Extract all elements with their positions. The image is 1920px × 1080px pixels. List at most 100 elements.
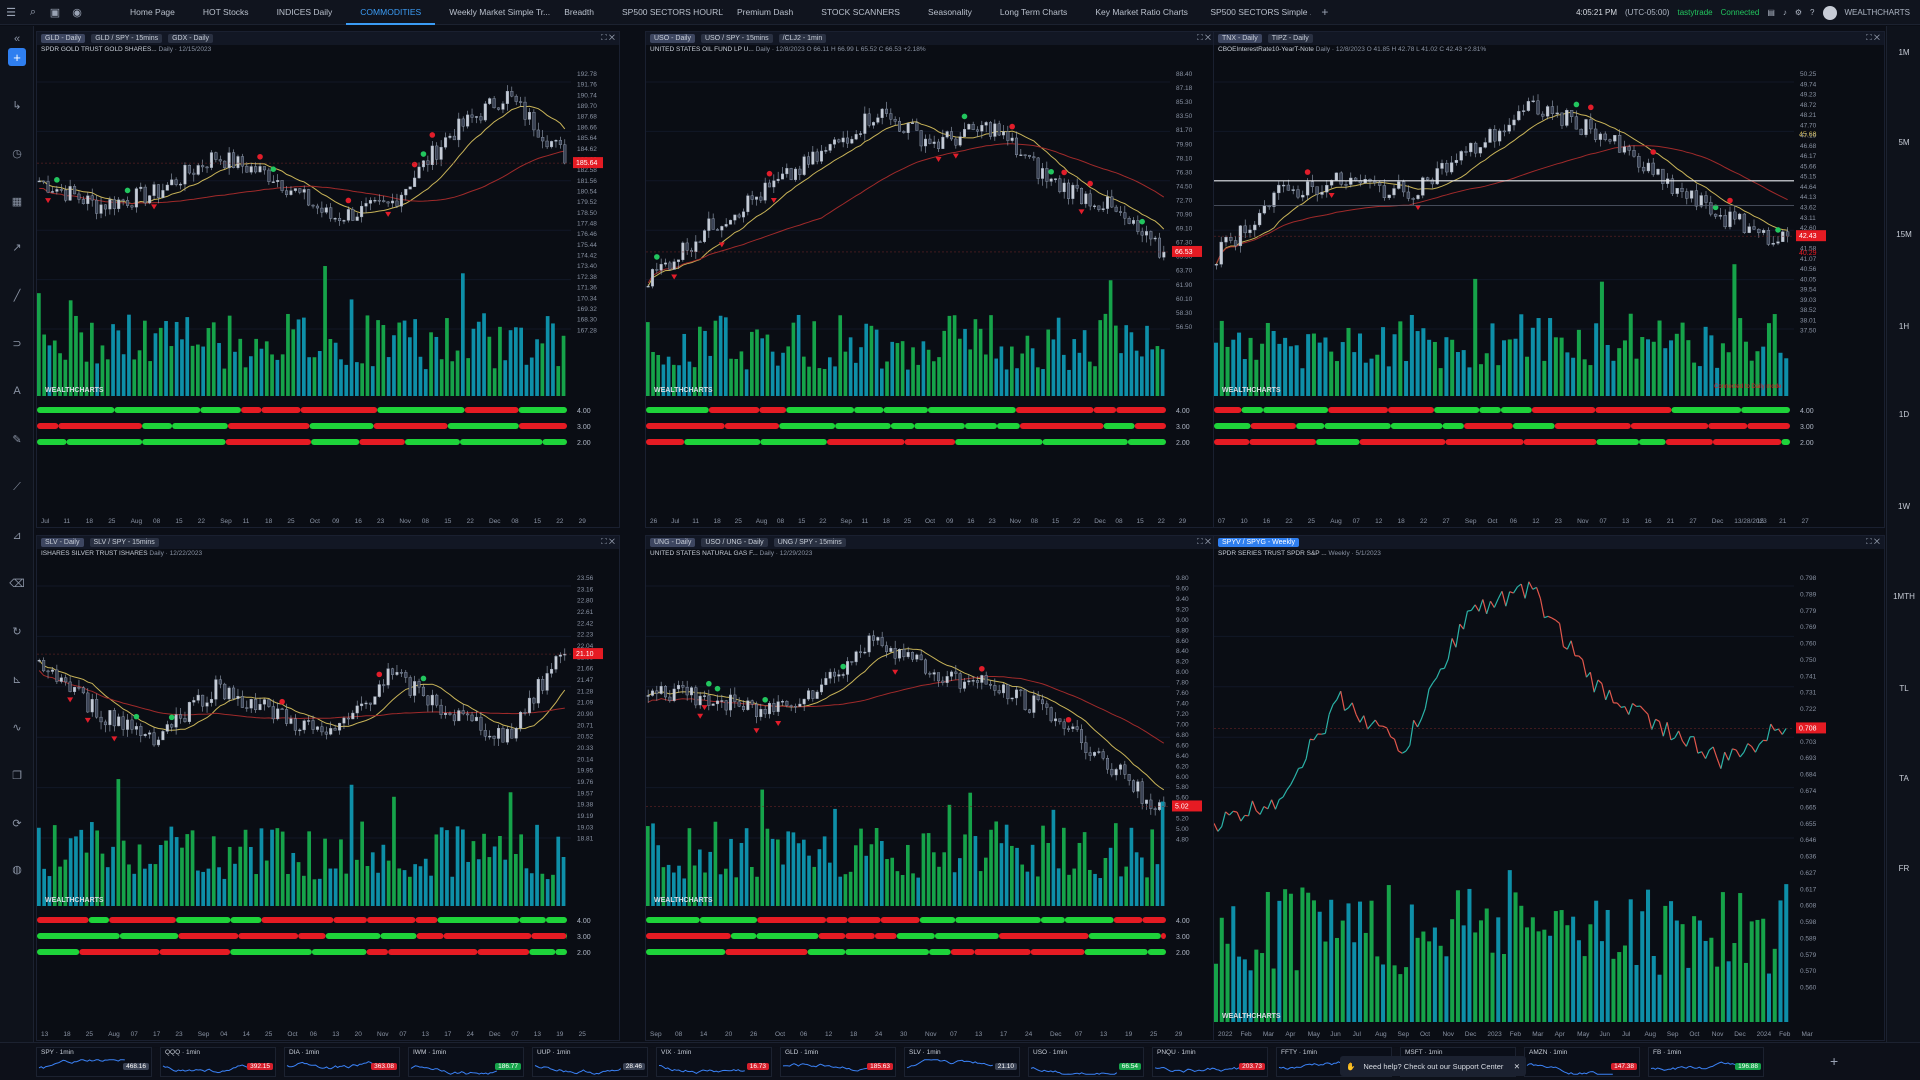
watchlist-item[interactable]: UUP · 1min 28.46 bbox=[532, 1047, 648, 1077]
folder-icon[interactable]: ▣ bbox=[49, 6, 61, 19]
menu-icon[interactable]: ☰ bbox=[6, 6, 16, 19]
watchlist-item[interactable]: IWM · 1min 186.77 bbox=[408, 1047, 524, 1077]
timeframe-5m[interactable]: 5M bbox=[1898, 138, 1910, 147]
add-chart-button[interactable]: + bbox=[8, 48, 26, 66]
timeframe-15m[interactable]: 15M bbox=[1896, 230, 1912, 239]
symbol-tab[interactable]: TNX - Daily bbox=[1218, 34, 1262, 43]
maximize-icon[interactable]: ⛶ bbox=[601, 537, 609, 546]
maximize-icon[interactable]: ⛶ bbox=[601, 33, 609, 42]
close-icon[interactable]: ✕ bbox=[1873, 33, 1880, 42]
timeframe-ta[interactable]: TA bbox=[1899, 774, 1909, 783]
timezone[interactable]: (UTC-05:00) bbox=[1625, 8, 1670, 17]
watchlist-item[interactable]: SLV · 1min 21.10 bbox=[904, 1047, 1020, 1077]
symbol-tab[interactable]: USO / SPY - 15mins bbox=[700, 34, 773, 43]
watchlist-item[interactable]: QQQ · 1min 392.15 bbox=[160, 1047, 276, 1077]
close-icon[interactable]: ✕ bbox=[608, 33, 615, 42]
timeframe-1w[interactable]: 1W bbox=[1898, 502, 1910, 511]
watchlist-icon[interactable]: ◉ bbox=[72, 6, 82, 19]
maximize-icon[interactable]: ⛶ bbox=[1866, 33, 1874, 42]
timeframe-1h[interactable]: 1H bbox=[1898, 322, 1910, 331]
maximize-icon[interactable]: ⛶ bbox=[1197, 537, 1205, 546]
symbol-tab[interactable]: /CLJ2 - 1min bbox=[778, 34, 827, 43]
text-tool-icon[interactable]: A bbox=[13, 385, 21, 397]
bell-icon[interactable]: ♪ bbox=[1782, 8, 1787, 17]
add-watchlist-button[interactable]: + bbox=[1830, 1053, 1839, 1069]
volume-bar bbox=[1046, 329, 1051, 396]
calendar-icon[interactable]: ▦ bbox=[11, 195, 23, 208]
close-icon[interactable]: ✕ bbox=[608, 537, 615, 546]
timeframe-1m[interactable]: 1M bbox=[1898, 48, 1910, 57]
close-icon[interactable]: ✕ bbox=[1204, 537, 1211, 546]
pencil-icon[interactable]: ✎ bbox=[12, 433, 22, 446]
close-icon[interactable]: ✕ bbox=[1204, 33, 1211, 42]
support-banner[interactable]: ✋ Need help? Check out our Support Cente… bbox=[1340, 1056, 1526, 1076]
broker-name[interactable]: tastytrade bbox=[1677, 8, 1713, 17]
symbol-tab[interactable]: SLV - Daily bbox=[41, 538, 84, 547]
tab-commodities[interactable]: COMMODITIES bbox=[346, 0, 436, 25]
watchlist-item[interactable]: VIX · 1min 16.73 bbox=[656, 1047, 772, 1077]
search-icon[interactable]: ⌕ bbox=[29, 5, 37, 18]
tab-premium-dash[interactable]: Premium Dash bbox=[737, 6, 794, 17]
globe-icon[interactable]: ◍ bbox=[12, 863, 22, 876]
save-icon[interactable]: ▤ bbox=[1767, 8, 1775, 17]
crosshair-icon[interactable]: ↳ bbox=[12, 99, 22, 112]
timeframe-1d[interactable]: 1D bbox=[1898, 410, 1910, 419]
tab-home-page[interactable]: Home Page bbox=[130, 6, 175, 17]
tab-sp500-sectors-hourly[interactable]: SP500 SECTORS HOURLY bbox=[622, 6, 723, 17]
symbol-tab[interactable]: TIPZ - Daily bbox=[1267, 34, 1313, 43]
sync-icon[interactable]: ⟳ bbox=[12, 817, 22, 830]
eraser-icon[interactable]: ⌫ bbox=[9, 577, 25, 590]
trend-icon[interactable]: ↗ bbox=[12, 241, 22, 254]
tab-seasonality[interactable]: Seasonality bbox=[927, 6, 972, 17]
ruler-icon[interactable]: ⟋ bbox=[13, 480, 21, 493]
watchlist-item[interactable]: USO · 1min 66.54 bbox=[1028, 1047, 1144, 1077]
symbol-tab[interactable]: GDX - Daily bbox=[168, 34, 214, 43]
symbol-tab[interactable]: SPYV / SPYG - Weekly bbox=[1218, 538, 1300, 547]
gear-icon[interactable]: ⚙ bbox=[1794, 8, 1803, 17]
timeframe-1mth[interactable]: 1MTH bbox=[1893, 592, 1915, 601]
maximize-icon[interactable]: ⛶ bbox=[1197, 33, 1205, 42]
tab-weekly-market-simple-tr[interactable]: Weekly Market Simple Tr... bbox=[449, 6, 551, 17]
clock-icon[interactable]: ◷ bbox=[12, 147, 22, 160]
watchlist-item[interactable]: SPY · 1min 468.16 bbox=[36, 1047, 152, 1077]
timeframe-tl[interactable]: TL bbox=[1899, 684, 1909, 693]
close-icon[interactable]: ✕ bbox=[1513, 1061, 1520, 1071]
maximize-icon[interactable]: ⛶ bbox=[1866, 537, 1874, 546]
tab-stock-scanners[interactable]: STOCK SCANNERS bbox=[821, 6, 900, 17]
close-icon[interactable]: ✕ bbox=[1873, 537, 1880, 546]
volume-bar bbox=[1496, 365, 1501, 396]
wave-icon[interactable]: ∿ bbox=[12, 721, 22, 734]
symbol-tab[interactable]: UNG - Daily bbox=[650, 538, 696, 547]
watchlist-item[interactable]: DIA · 1min 363.08 bbox=[284, 1047, 400, 1077]
tab-long-term-charts[interactable]: Long Term Charts bbox=[999, 6, 1068, 17]
watchlist-item[interactable]: AMZN · 1min 147.38 bbox=[1524, 1047, 1640, 1077]
symbol-tab[interactable]: USO - Daily bbox=[650, 34, 695, 43]
watchlist-item[interactable]: GLD · 1min 185.63 bbox=[780, 1047, 896, 1077]
layers-icon[interactable]: ❐ bbox=[12, 769, 22, 782]
tab-sp500-sectors-simple[interactable]: SP500 SECTORS Simple ... bbox=[1210, 6, 1312, 17]
tab-hot-stocks[interactable]: HOT Stocks bbox=[202, 6, 249, 17]
volume-bar bbox=[132, 359, 137, 396]
tab-breadth[interactable]: Breadth bbox=[564, 6, 594, 17]
refresh-icon[interactable]: ↻ bbox=[12, 625, 22, 638]
line-tool-icon[interactable]: ╱ bbox=[13, 289, 21, 302]
symbol-tab[interactable]: USO / UNG - Daily bbox=[701, 538, 768, 547]
tab-key-market-ratio-charts[interactable]: Key Market Ratio Charts bbox=[1095, 6, 1188, 17]
support-text[interactable]: Need help? Check out our Support Center bbox=[1363, 1061, 1504, 1071]
add-tab-button[interactable]: + bbox=[1321, 5, 1329, 19]
tab-indices-daily[interactable]: INDICES Daily bbox=[276, 6, 333, 17]
symbol-tab[interactable]: GLD - Daily bbox=[41, 34, 86, 43]
symbol-tab[interactable]: GLD / SPY - 15mins bbox=[91, 34, 163, 43]
avatar[interactable] bbox=[1822, 5, 1837, 20]
symbol-tab[interactable]: UNG / SPY - 15mins bbox=[773, 538, 846, 547]
measure-icon[interactable]: ⊿ bbox=[12, 529, 22, 542]
trend-strength-bar bbox=[914, 423, 965, 429]
symbol-tab[interactable]: SLV / SPY - 15mins bbox=[89, 538, 159, 547]
watchlist-item[interactable]: FB · 1min 196.88 bbox=[1648, 1047, 1764, 1077]
link-icon[interactable]: ⊃ bbox=[12, 337, 22, 350]
chart-icon[interactable]: ⊾ bbox=[12, 673, 22, 686]
collapse-icon[interactable]: « bbox=[13, 33, 21, 45]
timeframe-fr[interactable]: FR bbox=[1898, 864, 1910, 873]
help-icon[interactable]: ? bbox=[1810, 8, 1815, 17]
watchlist-item[interactable]: PNQU · 1min 203.73 bbox=[1152, 1047, 1268, 1077]
